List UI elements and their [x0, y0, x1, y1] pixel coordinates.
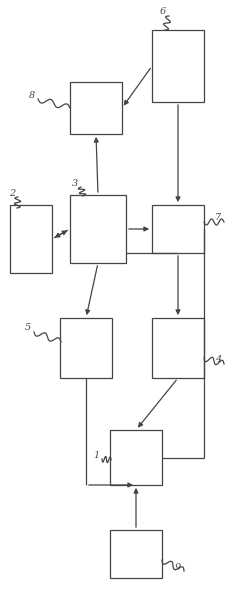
- Text: 3: 3: [72, 179, 78, 187]
- Text: 5: 5: [25, 323, 31, 333]
- Text: 7: 7: [215, 213, 221, 223]
- Bar: [152, 318, 204, 378]
- Text: 9: 9: [175, 562, 181, 572]
- Bar: [10, 205, 52, 273]
- Bar: [152, 30, 204, 102]
- Text: 1: 1: [93, 451, 99, 460]
- Bar: [60, 318, 112, 378]
- Text: 2: 2: [9, 188, 15, 198]
- Bar: [70, 195, 126, 263]
- Bar: [110, 430, 162, 485]
- Bar: [152, 205, 204, 253]
- Bar: [70, 82, 122, 134]
- Bar: [110, 530, 162, 578]
- Text: 4: 4: [215, 356, 221, 365]
- Text: 6: 6: [160, 7, 166, 16]
- Text: 8: 8: [29, 91, 35, 100]
